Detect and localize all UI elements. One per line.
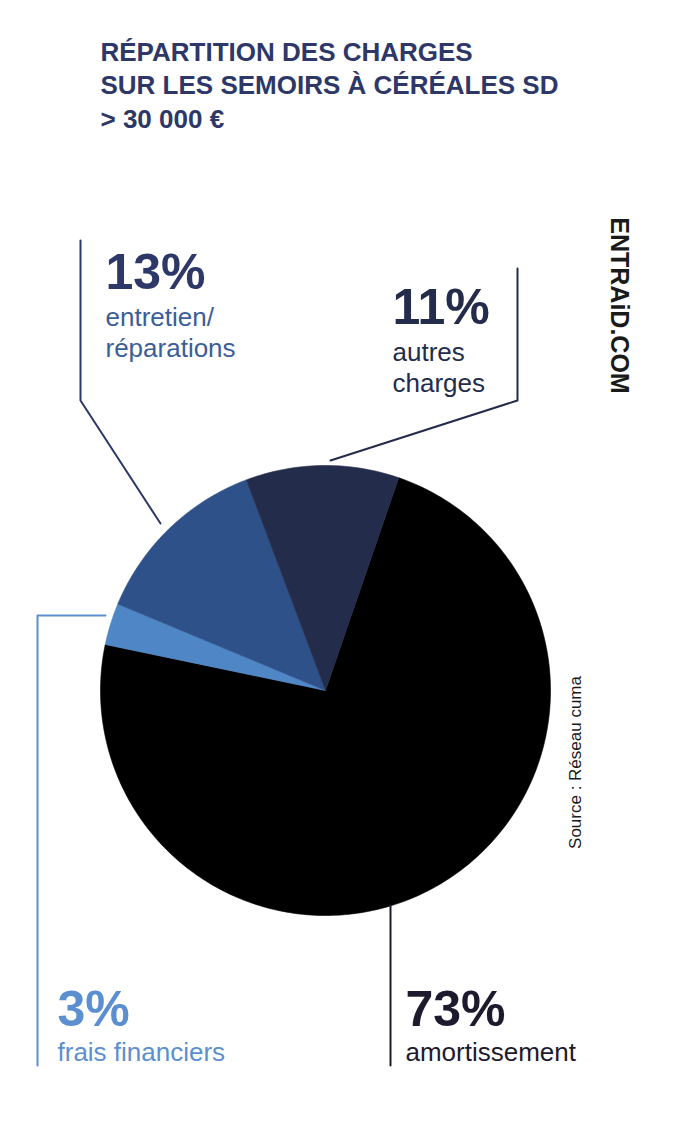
svg-text:entretien/réparations: entretien/réparations <box>106 302 236 363</box>
svg-text:Source : Réseau cuma: Source : Réseau cuma <box>566 675 585 848</box>
svg-text:amortissement: amortissement <box>406 1037 577 1067</box>
svg-text:13%: 13% <box>106 244 206 300</box>
svg-text:11%: 11% <box>393 279 490 335</box>
svg-text:ENTRAiD.COM: ENTRAiD.COM <box>606 217 634 393</box>
svg-text:73%: 73% <box>406 981 506 1037</box>
svg-text:frais financiers: frais financiers <box>58 1037 226 1067</box>
svg-text:3%: 3% <box>58 981 130 1037</box>
svg-text:RÉPARTITION DES CHARGESSUR LES: RÉPARTITION DES CHARGESSUR LES SEMOIRS À… <box>101 36 559 134</box>
svg-text:autrescharges: autrescharges <box>393 337 486 398</box>
